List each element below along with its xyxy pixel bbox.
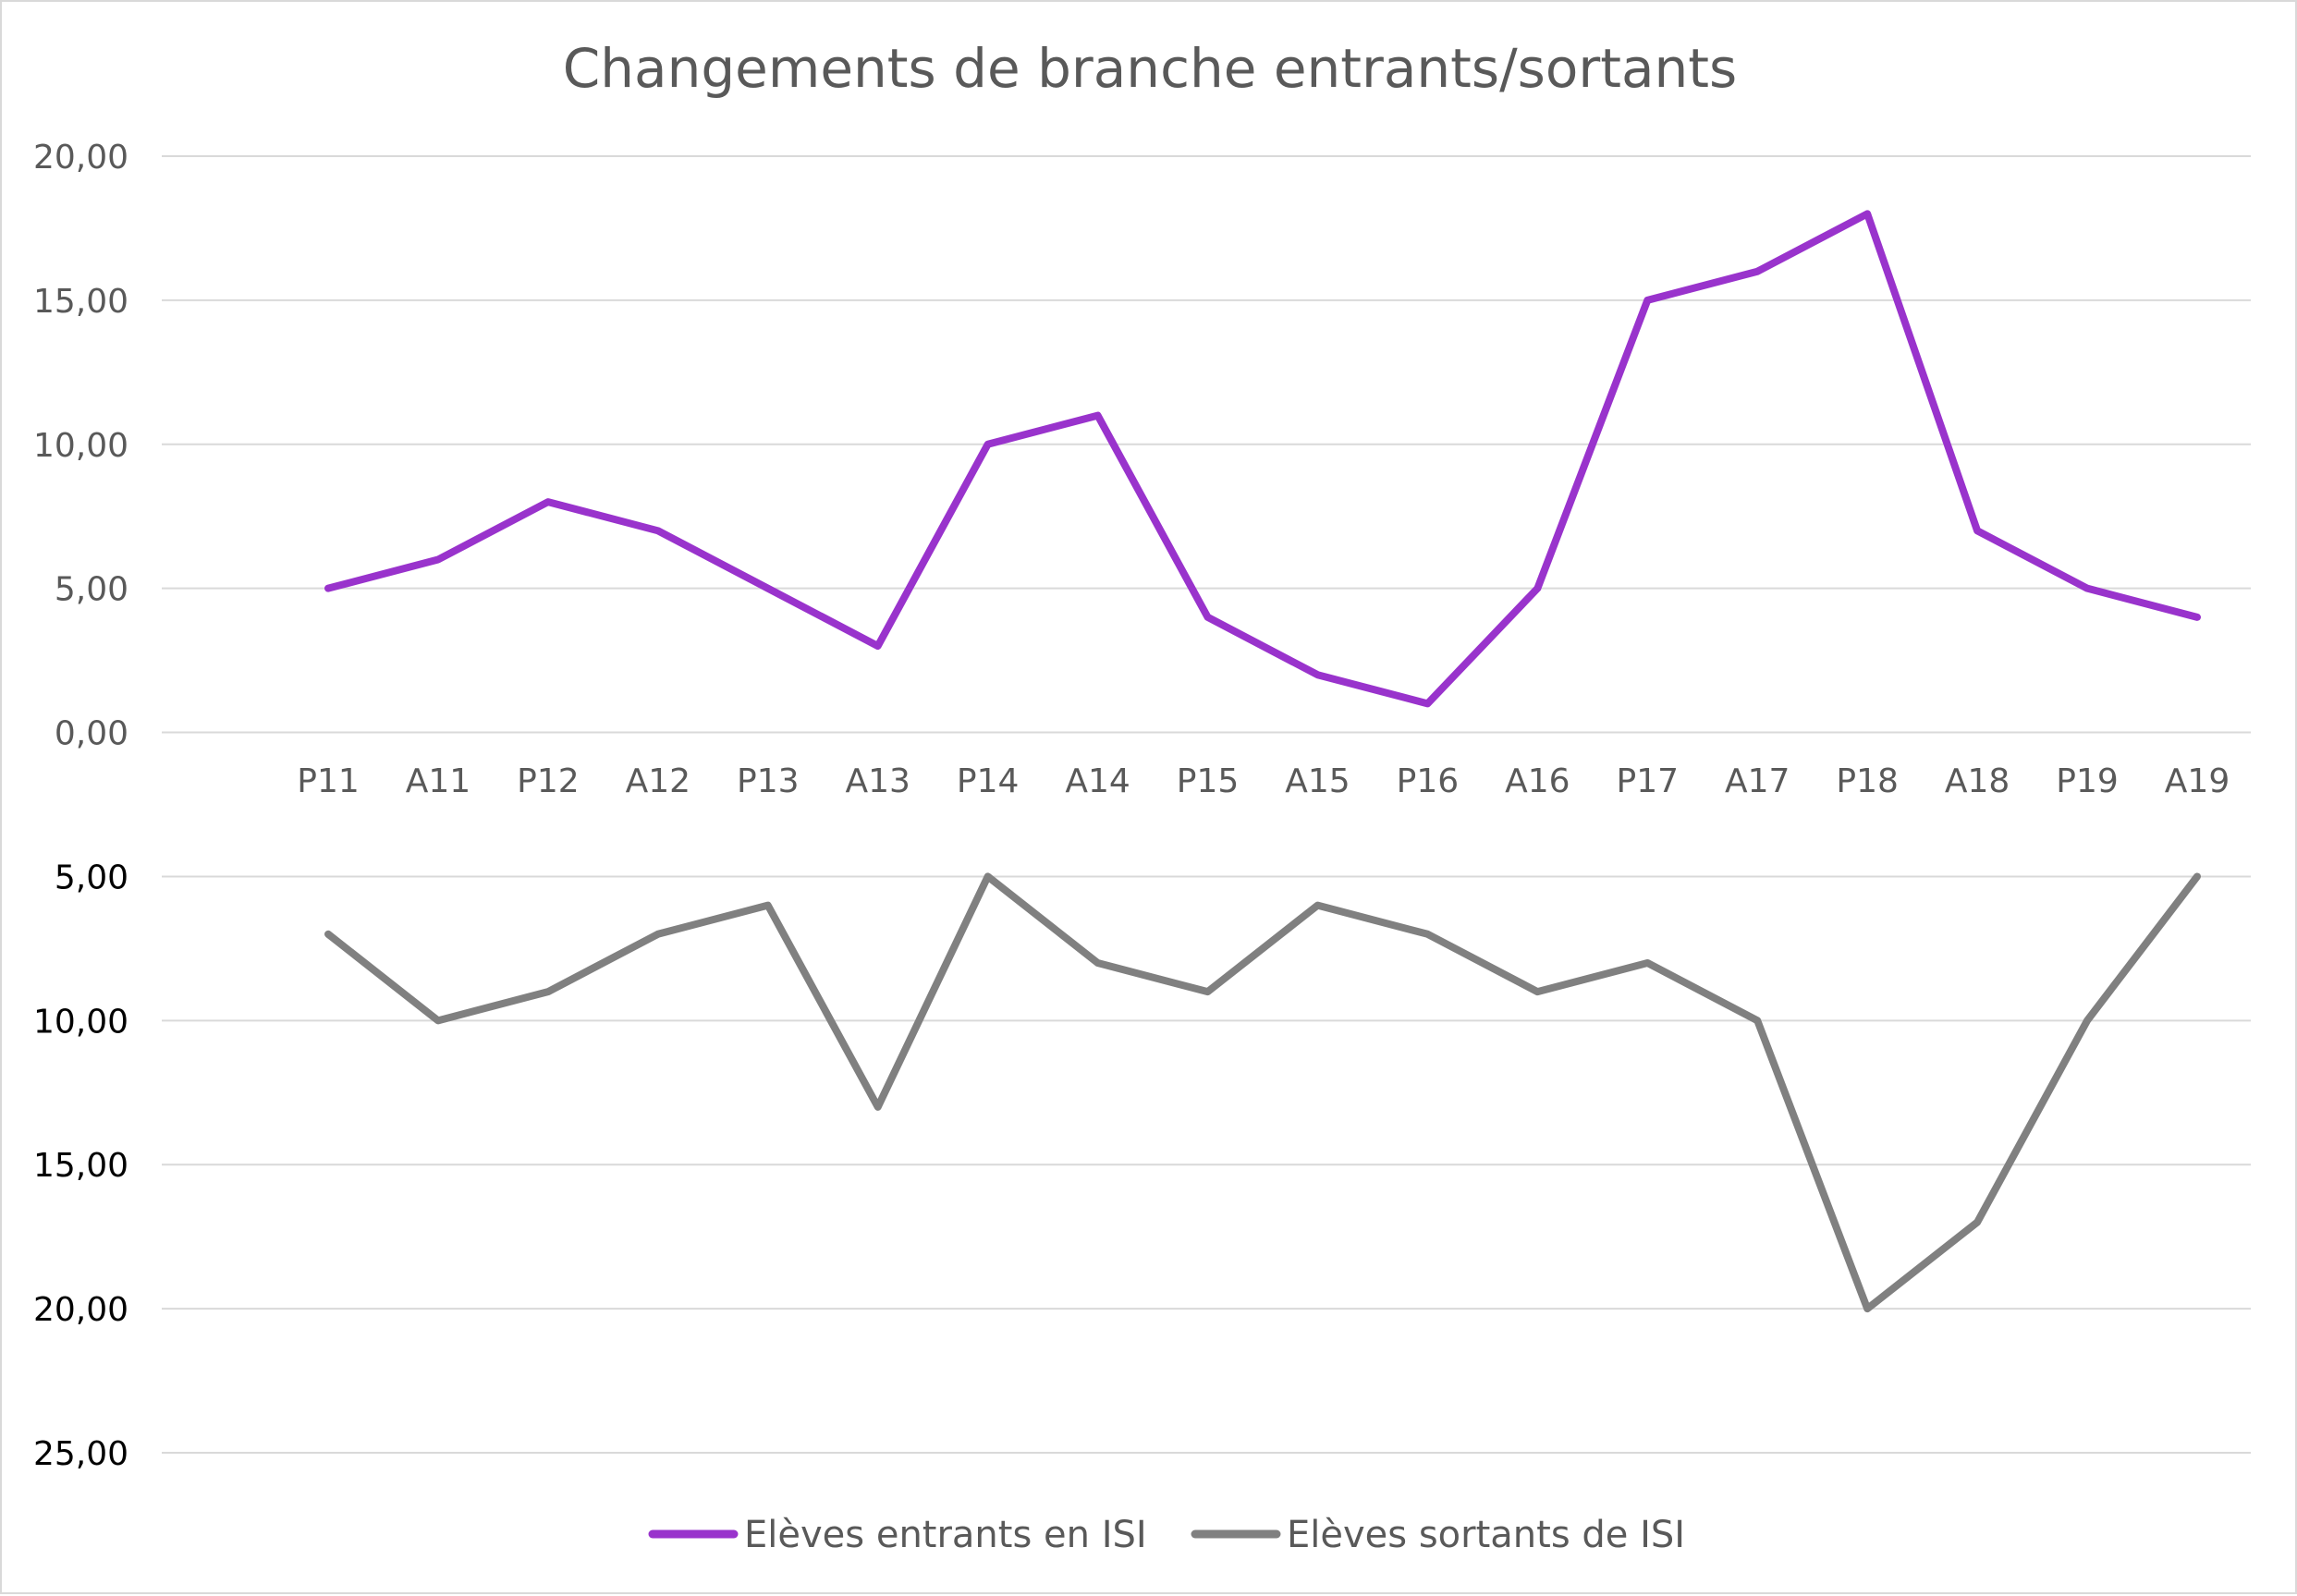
data-point-sortants — [656, 932, 659, 935]
series-line-sortants — [324, 872, 2201, 1313]
data-point-entrants — [1206, 615, 1209, 618]
chart-title: Changements de branche entrants/sortants — [563, 37, 1737, 100]
x-category-label: P14 — [957, 762, 1020, 800]
y-tick-label: 10,00 — [33, 427, 128, 465]
x-category-label: A19 — [2165, 762, 2230, 800]
data-point-sortants — [986, 875, 989, 878]
x-category-label: P17 — [1617, 762, 1680, 800]
data-point-entrants — [1316, 674, 1319, 676]
y-tick-label: 5,00 — [55, 571, 128, 609]
data-point-entrants — [1536, 587, 1539, 590]
x-category-label: P13 — [737, 762, 800, 800]
x-category-label: P16 — [1397, 762, 1460, 800]
y-axis-tick-labels: 20,00 15,00 10,00 5,00 0,00 5,00 10,00 15,00 20,… — [33, 139, 128, 1473]
series-lines — [324, 210, 2201, 1313]
data-point-sortants — [1866, 1308, 1869, 1310]
data-point-entrants — [2086, 587, 2089, 590]
data-point-sortants — [2086, 1019, 2089, 1022]
x-category-label: P19 — [2056, 762, 2119, 800]
data-point-entrants — [436, 558, 439, 561]
data-point-entrants — [986, 443, 989, 445]
data-point-entrants — [876, 645, 879, 648]
data-point-sortants — [327, 932, 329, 935]
data-point-entrants — [656, 530, 659, 532]
data-point-entrants — [1096, 414, 1099, 417]
data-point-entrants — [1976, 530, 1979, 532]
data-point-sortants — [766, 904, 769, 907]
data-point-sortants — [1426, 932, 1429, 935]
legend-label-sortants: Elèves sortants de ISI — [1287, 1514, 1685, 1556]
x-category-label: P12 — [517, 762, 580, 800]
y-tick-label: 20,00 — [33, 139, 128, 177]
y-tick-label: 25,00 — [33, 1435, 128, 1473]
gridlines — [162, 155, 2251, 1454]
data-point-entrants — [1646, 298, 1649, 301]
x-category-label: A15 — [1285, 762, 1350, 800]
data-point-sortants — [2196, 875, 2198, 878]
data-point-sortants — [1096, 961, 1099, 964]
data-point-sortants — [546, 991, 549, 993]
data-point-sortants — [1536, 991, 1539, 993]
data-point-sortants — [1756, 1019, 1759, 1022]
legend: Elèves entrants en ISI Elèves sortants d… — [648, 1514, 1685, 1556]
x-category-label: A13 — [845, 762, 910, 800]
x-category-label: A12 — [626, 762, 690, 800]
data-point-sortants — [1316, 904, 1319, 907]
x-category-label: P18 — [1836, 762, 1899, 800]
data-point-sortants — [436, 1019, 439, 1022]
x-category-label: P15 — [1177, 762, 1240, 800]
x-axis-category-labels: P11 A11 P12 A12 P13 A13 P14 A14 P15 A15 P16 A16 P17 A… — [297, 762, 2230, 800]
y-tick-label: 0,00 — [55, 715, 128, 753]
data-point-entrants — [1756, 270, 1759, 273]
data-point-sortants — [1206, 991, 1209, 993]
data-point-sortants — [876, 1105, 879, 1108]
y-tick-label: 15,00 — [33, 1147, 128, 1185]
data-point-entrants — [2196, 615, 2198, 618]
data-point-entrants — [546, 501, 549, 504]
y-tick-label: 10,00 — [33, 1003, 128, 1041]
x-category-label: A18 — [1945, 762, 2010, 800]
x-category-label: A17 — [1725, 762, 1790, 800]
data-point-entrants — [766, 587, 769, 590]
x-category-label: A14 — [1065, 762, 1130, 800]
x-category-label: A16 — [1505, 762, 1570, 800]
x-category-label: P11 — [297, 762, 360, 800]
data-point-entrants — [327, 587, 329, 590]
data-point-sortants — [1976, 1221, 1979, 1224]
y-tick-label: 20,00 — [33, 1291, 128, 1329]
y-tick-label: 5,00 — [55, 859, 128, 896]
data-point-sortants — [1646, 961, 1649, 964]
data-point-entrants — [1426, 702, 1429, 705]
data-point-entrants — [1866, 213, 1869, 215]
legend-label-entrants: Elèves entrants en ISI — [744, 1514, 1147, 1556]
y-tick-label: 15,00 — [33, 283, 128, 321]
x-category-label: A11 — [406, 762, 470, 800]
series-line-entrants — [324, 210, 2201, 708]
